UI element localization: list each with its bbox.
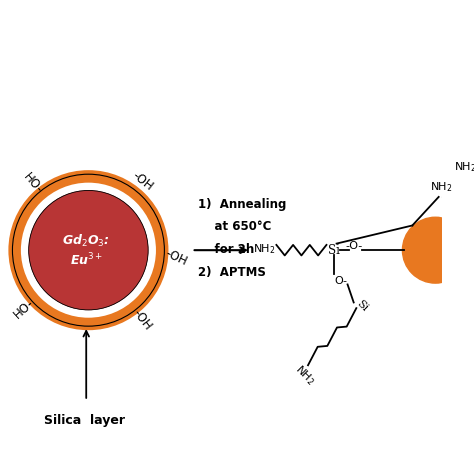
Text: -O-: -O- (346, 241, 363, 251)
Text: NH$_2$: NH$_2$ (253, 242, 275, 256)
Text: NH$_2$: NH$_2$ (292, 362, 318, 388)
Text: -OH: -OH (163, 247, 189, 269)
Text: Eu$^{3+}$: Eu$^{3+}$ (70, 252, 103, 268)
Circle shape (15, 176, 162, 324)
Text: Gd$_2$O$_3$:: Gd$_2$O$_3$: (62, 232, 110, 248)
Text: Si: Si (328, 244, 340, 257)
Text: 1)  Annealing: 1) Annealing (198, 198, 287, 210)
Text: O-: O- (334, 276, 347, 286)
Text: at 650°C: at 650°C (198, 220, 272, 233)
Text: NH$_2$: NH$_2$ (429, 181, 452, 194)
Text: HO-: HO- (11, 296, 36, 321)
Text: for 2h: for 2h (198, 243, 255, 256)
Text: 2)  APTMS: 2) APTMS (198, 266, 266, 279)
Text: Silica  layer: Silica layer (44, 414, 125, 427)
Text: -OH: -OH (129, 169, 155, 193)
Circle shape (29, 191, 148, 310)
Text: HO-: HO- (20, 171, 45, 196)
Text: Si: Si (355, 299, 370, 313)
Circle shape (402, 217, 468, 283)
Text: -OH: -OH (130, 306, 155, 332)
Text: NH$_2$: NH$_2$ (454, 160, 474, 174)
